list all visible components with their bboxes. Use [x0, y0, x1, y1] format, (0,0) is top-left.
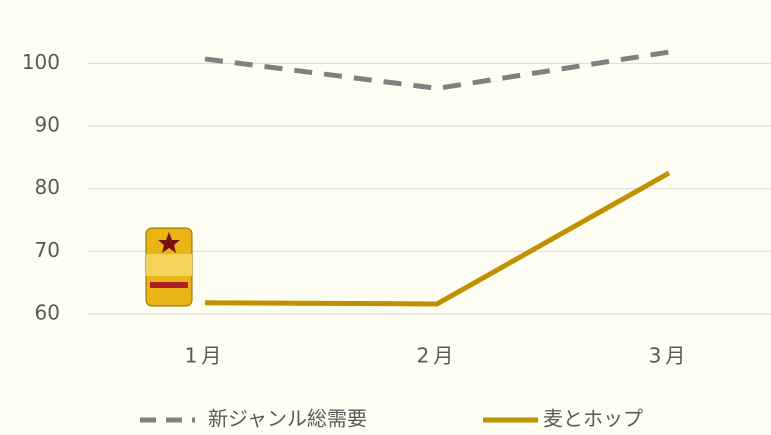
y-tick-label: 90 — [35, 113, 60, 137]
y-tick-label: 70 — [35, 238, 60, 262]
x-tick-label: 2月 — [417, 344, 458, 368]
can-stripe — [150, 282, 188, 288]
can-band — [146, 254, 192, 276]
legend-label: 麦とホップ — [543, 407, 643, 431]
can-star — [158, 232, 180, 253]
y-tick-label: 100 — [22, 50, 60, 74]
y-tick-label: 60 — [35, 301, 60, 325]
series-line — [204, 170, 671, 307]
x-tick-label: 1月 — [185, 344, 226, 368]
series-line — [204, 49, 670, 91]
product-can — [145, 227, 193, 307]
x-tick-label: 3月 — [649, 344, 690, 368]
legend-label: 新ジャンル総需要 — [208, 407, 367, 431]
y-tick-label: 80 — [35, 175, 60, 199]
